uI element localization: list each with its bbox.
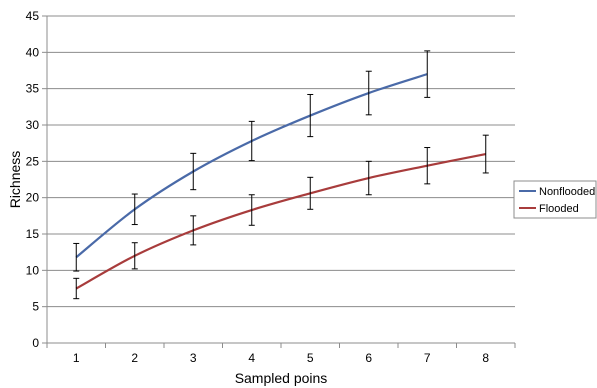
error-bar-nonflooded bbox=[131, 193, 138, 226]
x-tick-label: 4 bbox=[248, 351, 255, 365]
y-tick-label: 25 bbox=[26, 154, 40, 168]
error-bar-flooded bbox=[482, 134, 489, 174]
x-tick-label: 3 bbox=[190, 351, 197, 365]
legend-box bbox=[513, 180, 597, 219]
x-tick-label: 7 bbox=[424, 351, 431, 365]
error-bar-flooded bbox=[365, 160, 372, 196]
x-tick-label: 8 bbox=[482, 351, 489, 365]
series-line-nonflooded bbox=[75, 73, 428, 259]
y-tick-label: 35 bbox=[26, 82, 40, 96]
y-tick-label: 20 bbox=[26, 191, 40, 205]
error-bar-flooded bbox=[131, 242, 138, 270]
y-tick-label: 10 bbox=[26, 263, 40, 277]
gridlines bbox=[47, 15, 515, 308]
error-bar-flooded bbox=[190, 215, 197, 246]
error-bar-nonflooded bbox=[307, 93, 314, 138]
error-bar-nonflooded bbox=[190, 152, 197, 191]
error-bar-flooded bbox=[73, 277, 80, 300]
y-axis-title: Richness bbox=[7, 151, 23, 209]
error-bar-nonflooded bbox=[365, 70, 372, 116]
error-bar-flooded bbox=[248, 194, 255, 226]
x-tick-label: 6 bbox=[365, 351, 372, 365]
x-tick-label: 2 bbox=[131, 351, 138, 365]
y-tick-label: 30 bbox=[26, 118, 40, 132]
legend: Nonflooded Flooded bbox=[513, 180, 597, 219]
x-tick-labels: 1 2 3 4 5 6 7 8 bbox=[73, 351, 490, 365]
y-tick-label: 15 bbox=[26, 227, 40, 241]
y-tick-label: 0 bbox=[32, 336, 39, 350]
x-tick-label: 5 bbox=[307, 351, 314, 365]
series bbox=[73, 50, 489, 300]
error-bar-nonflooded bbox=[424, 50, 431, 98]
x-tick-label: 1 bbox=[73, 351, 80, 365]
error-bar-flooded bbox=[424, 147, 431, 185]
x-axis-title: Sampled poins bbox=[235, 370, 328, 386]
legend-label-flooded: Flooded bbox=[539, 203, 579, 215]
y-tick-label: 45 bbox=[26, 9, 40, 23]
y-tick-label: 40 bbox=[26, 45, 40, 59]
legend-label-nonflooded: Nonflooded bbox=[539, 186, 595, 198]
axes bbox=[42, 15, 516, 348]
error-bar-flooded bbox=[307, 176, 314, 210]
error-bar-nonflooded bbox=[73, 242, 80, 272]
y-tick-labels: 0 5 10 15 20 25 30 35 40 45 bbox=[26, 9, 40, 350]
error-bar-nonflooded bbox=[248, 120, 255, 162]
series-line-flooded bbox=[75, 152, 486, 290]
y-tick-label: 5 bbox=[32, 300, 39, 314]
